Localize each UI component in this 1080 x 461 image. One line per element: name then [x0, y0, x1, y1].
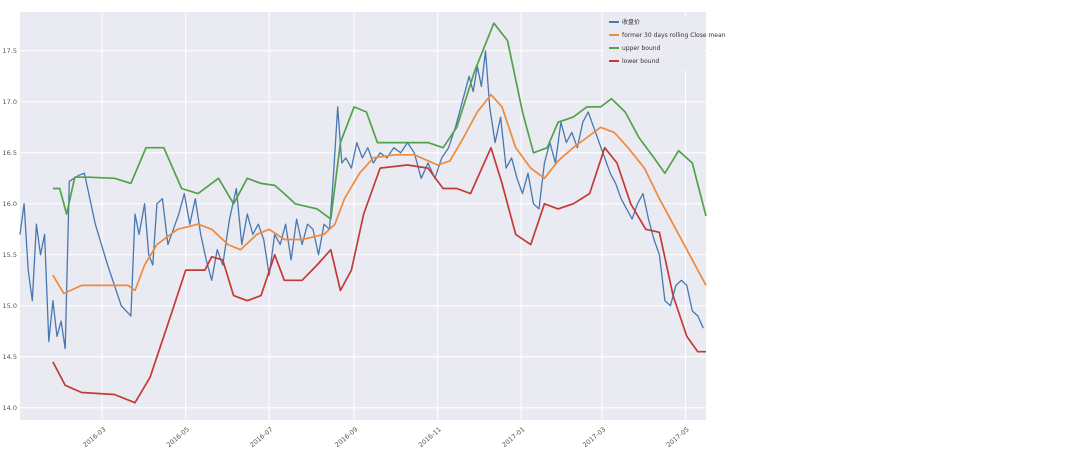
legend-box	[604, 16, 704, 70]
y-tick-label: 15.0	[3, 302, 17, 310]
y-axis: 14.0 14.5 15.0 15.5 16.0 16.5 17.0 17.5	[3, 47, 17, 412]
legend: 收盘价 former 30 days rolling Close mean uppe…	[604, 16, 726, 70]
series-layer	[19, 22, 707, 404]
x-tick-label: 2016-09	[333, 425, 359, 449]
series-line-1	[19, 50, 704, 350]
x-axis: 2016-03 2016-05 2016-07 2016-09 2016-11 2017-…	[81, 425, 690, 449]
y-tick-label: 15.5	[3, 251, 17, 259]
x-tick-label: 2017-01	[500, 425, 526, 449]
legend-label: upper bound	[622, 45, 661, 52]
y-tick-label: 16.0	[3, 200, 17, 208]
legend-label: lower bound	[622, 58, 659, 65]
y-tick-label: 17.5	[3, 47, 17, 55]
series-line-2	[52, 93, 707, 295]
x-tick-label: 2016-05	[165, 425, 191, 449]
x-tick-label: 2016-11	[417, 425, 443, 449]
series-line-4	[52, 146, 706, 404]
x-tick-label: 2016-07	[249, 425, 275, 449]
y-tick-label: 14.0	[3, 404, 17, 412]
y-tick-label: 17.0	[3, 98, 17, 106]
series-line-3	[52, 22, 707, 220]
legend-label: former 30 days rolling Close mean	[622, 32, 726, 39]
y-tick-label: 16.5	[3, 149, 17, 157]
grid-lines	[20, 12, 706, 420]
legend-label: 收盘价	[622, 18, 640, 26]
x-tick-label: 2017-05	[665, 425, 691, 449]
y-tick-label: 14.5	[3, 353, 17, 361]
x-tick-label: 2017-03	[581, 425, 607, 449]
x-tick-label: 2016-03	[81, 425, 107, 449]
